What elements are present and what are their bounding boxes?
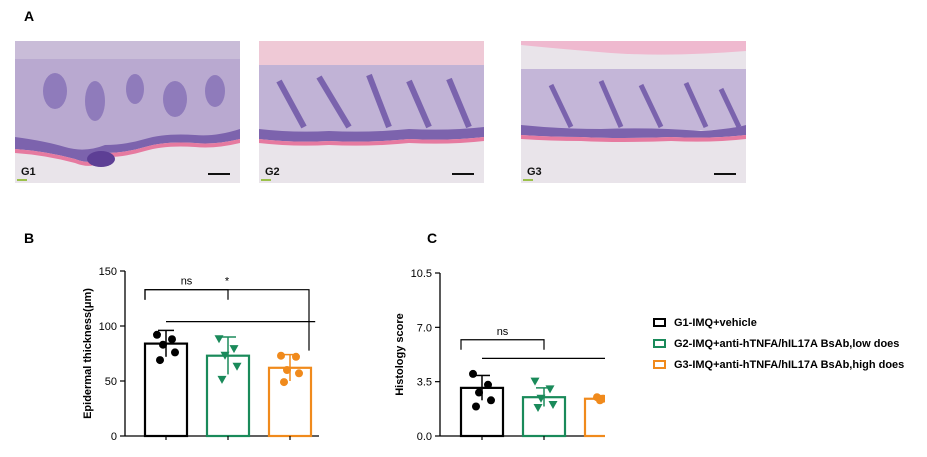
data-point — [277, 351, 285, 360]
tissue-section-graphic — [521, 41, 746, 183]
scale-bar — [714, 173, 736, 175]
data-point — [156, 356, 164, 365]
tissue-section-graphic — [259, 41, 484, 183]
scale-marker — [261, 179, 271, 181]
chart-histology-score: 0.0 3.5 7.0 10.5 Histology score ns — [394, 268, 605, 443]
legend: G1-IMQ+vehicle G2-IMQ+anti-hTNFA/hIL17A … — [653, 312, 904, 375]
scale-bar — [452, 173, 474, 175]
y-tick-label: 10.5 — [411, 268, 432, 280]
data-point — [280, 378, 288, 387]
scale-marker — [523, 179, 533, 181]
data-point — [475, 388, 483, 397]
data-point — [214, 335, 224, 344]
histology-image-g1: G1 — [15, 41, 240, 183]
legend-swatch — [653, 339, 666, 348]
y-tick-label: 150 — [99, 266, 117, 278]
data-point — [536, 394, 546, 403]
significance-label: ns — [181, 276, 193, 288]
y-axis-label: Histology score — [394, 313, 406, 396]
legend-item-g2: G2-IMQ+anti-hTNFA/hIL17A BsAb,low does — [653, 333, 904, 354]
bar-g3 — [583, 397, 605, 438]
data-point — [472, 402, 480, 411]
bar-g1 — [143, 342, 189, 438]
data-point — [217, 375, 227, 384]
photo-label: G2 — [265, 166, 280, 178]
data-point — [283, 366, 291, 374]
data-point — [220, 351, 230, 360]
panel-letter-a: A — [24, 8, 35, 24]
y-tick-label: 7.0 — [417, 322, 432, 334]
data-point — [530, 377, 540, 386]
significance-label: ns — [497, 326, 509, 338]
scale-bar — [208, 173, 230, 175]
significance-label: * — [225, 276, 230, 288]
data-point — [171, 348, 179, 357]
legend-item-g3: G3-IMQ+anti-hTNFA/hIL17A BsAb,high does — [653, 354, 904, 375]
significance-bracket — [144, 289, 310, 351]
data-point — [545, 385, 555, 394]
y-tick-label: 100 — [99, 321, 117, 333]
tissue-section-graphic — [15, 41, 240, 183]
histology-image-g3: G3 — [521, 41, 746, 183]
legend-swatch — [653, 318, 666, 327]
data-point — [292, 352, 300, 361]
legend-label: G3-IMQ+anti-hTNFA/hIL17A BsAb,high does — [674, 358, 905, 371]
photo-label: G3 — [527, 166, 542, 178]
legend-label: G2-IMQ+anti-hTNFA/hIL17A BsAb,low does — [674, 337, 900, 350]
data-point — [295, 369, 303, 378]
y-tick-label: 50 — [105, 376, 117, 388]
data-point — [484, 380, 492, 389]
y-tick-label: 0.0 — [417, 431, 432, 443]
data-point — [232, 362, 242, 371]
legend-swatch — [653, 360, 666, 369]
data-point — [229, 345, 239, 354]
legend-label: G1-IMQ+vehicle — [674, 316, 757, 329]
panel-letter-b: B — [24, 230, 35, 246]
photo-label: G1 — [21, 166, 36, 178]
significance-bracket — [460, 339, 545, 350]
legend-item-g1: G1-IMQ+vehicle — [653, 312, 904, 333]
panel-letter-c: C — [427, 230, 438, 246]
data-point — [159, 340, 167, 349]
data-point — [153, 330, 161, 339]
significance-bracket — [144, 289, 229, 300]
data-point — [548, 400, 558, 409]
y-axis-label: Epidermal thickness(μm) — [82, 288, 94, 419]
data-point — [469, 369, 477, 378]
data-point — [168, 335, 176, 344]
data-point — [596, 396, 604, 405]
data-point — [487, 396, 495, 405]
chart-epidermal-thickness: 0 50 100 150 Epidermal thickness(μm) ns * — [82, 266, 319, 443]
y-tick-label: 0 — [111, 431, 117, 443]
y-tick-label: 3.5 — [417, 377, 432, 389]
data-point — [533, 404, 543, 413]
scale-marker — [17, 179, 27, 181]
histology-image-g2: G2 — [259, 41, 484, 183]
